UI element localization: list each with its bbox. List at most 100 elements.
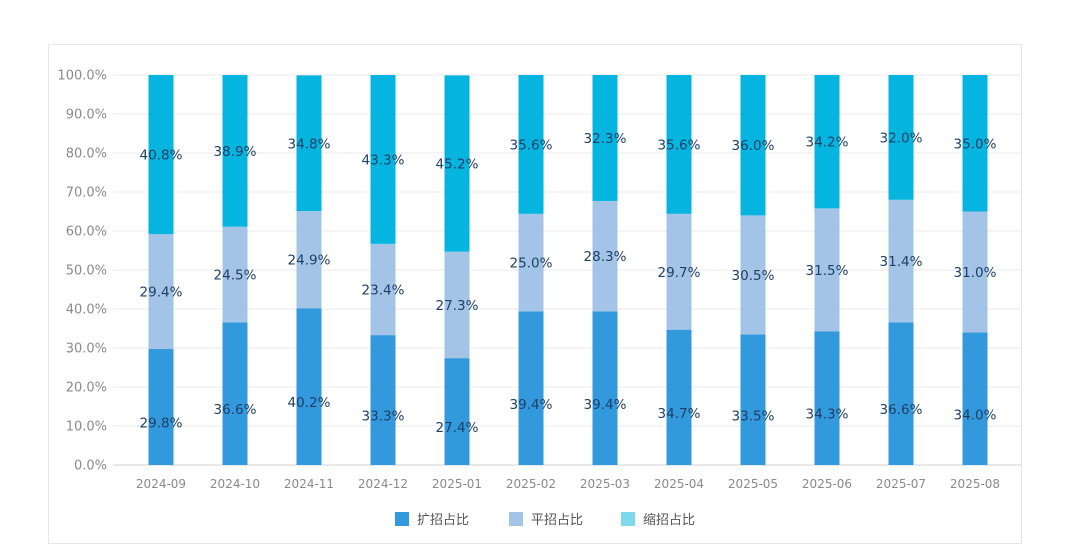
- data-label: 24.5%: [214, 267, 257, 283]
- x-tick-label: 2024-10: [210, 477, 260, 491]
- bar-segment: [962, 75, 988, 212]
- data-label: 32.0%: [880, 130, 923, 146]
- bar-segment: [666, 329, 692, 465]
- x-tick-label: 2024-11: [284, 477, 334, 491]
- data-label: 27.4%: [436, 420, 479, 436]
- y-tick-label: 60.0%: [66, 225, 107, 240]
- data-label: 31.5%: [806, 263, 849, 279]
- data-label: 29.7%: [658, 265, 701, 281]
- data-label: 34.0%: [954, 407, 997, 423]
- stacked-bar-chart: 0.0% 10.0% 20.0% 30.0% 40.0% 50.0% 60.0% 70.0% 8…: [57, 69, 1021, 528]
- bar-segment: [740, 334, 766, 465]
- data-label: 29.8%: [140, 415, 183, 431]
- data-label: 36.0%: [732, 138, 775, 154]
- bar-segment: [296, 75, 322, 212]
- bar-segment: [962, 332, 988, 465]
- data-label: 31.0%: [954, 265, 997, 281]
- bar-segment: [666, 213, 692, 330]
- data-label: 33.5%: [732, 408, 775, 424]
- bar-segment: [814, 75, 840, 209]
- y-tick-label: 30.0%: [66, 342, 107, 357]
- x-tick-label: 2025-02: [506, 477, 556, 491]
- y-tick-label: 10.0%: [66, 420, 107, 435]
- y-tick-label: 100.0%: [57, 69, 107, 84]
- data-label: 28.3%: [584, 249, 627, 265]
- data-label: 35.6%: [658, 137, 701, 153]
- bar-segment: [444, 358, 470, 465]
- y-tick-label: 90.0%: [66, 108, 107, 123]
- data-label: 23.4%: [362, 283, 405, 299]
- x-tick-label: 2025-07: [876, 477, 926, 491]
- y-tick-label: 20.0%: [66, 381, 107, 396]
- legend-swatch[interactable]: [395, 512, 409, 526]
- bar-segment: [148, 348, 174, 465]
- bar-segment: [370, 75, 396, 244]
- data-label: 36.6%: [880, 402, 923, 418]
- data-label: 32.3%: [584, 131, 627, 147]
- x-tick-label: 2025-04: [654, 477, 704, 491]
- data-label: 31.4%: [880, 254, 923, 270]
- data-label: 35.0%: [954, 136, 997, 152]
- bar-segment: [370, 335, 396, 465]
- data-label: 35.6%: [510, 137, 553, 153]
- data-label: 34.2%: [806, 135, 849, 151]
- data-label: 38.9%: [214, 144, 257, 160]
- x-tick-label: 2024-09: [136, 477, 186, 491]
- bar-segment: [888, 199, 914, 323]
- bar-segment: [222, 226, 248, 323]
- legend-label[interactable]: 缩招占比: [643, 512, 695, 528]
- y-tick-label: 50.0%: [66, 264, 107, 279]
- x-tick-label: 2025-06: [802, 477, 852, 491]
- legend-label[interactable]: 扩招占比: [417, 513, 469, 528]
- bar-segment: [814, 208, 840, 332]
- bar-segment: [222, 75, 248, 227]
- x-tick-label: 2025-01: [432, 477, 482, 491]
- bar-segment: [148, 75, 174, 235]
- data-label: 40.2%: [288, 395, 331, 411]
- data-label: 43.3%: [362, 152, 405, 168]
- data-label: 34.8%: [288, 136, 331, 152]
- data-label: 34.7%: [658, 406, 701, 422]
- bar-segment: [592, 200, 618, 312]
- data-label: 29.4%: [140, 284, 183, 300]
- data-label: 25.0%: [510, 256, 553, 272]
- data-label: 30.5%: [732, 268, 775, 284]
- bar-segment: [962, 211, 988, 333]
- bar-segment: [518, 213, 544, 312]
- x-tick-label: 2025-08: [950, 477, 1000, 491]
- bar-segment: [444, 75, 470, 252]
- y-tick-label: 40.0%: [66, 303, 107, 318]
- bar-segment: [296, 211, 322, 309]
- data-label: 33.3%: [362, 409, 405, 425]
- data-label: 39.4%: [584, 397, 627, 413]
- data-label: 45.2%: [436, 157, 479, 173]
- bar-segment: [888, 75, 914, 200]
- legend-label[interactable]: 平招占比: [531, 513, 583, 528]
- data-label: 24.9%: [288, 253, 331, 269]
- y-tick-label: 80.0%: [66, 147, 107, 162]
- bar-segment: [592, 75, 618, 201]
- bar-segment: [518, 311, 544, 465]
- x-tick-label: 2025-05: [728, 477, 778, 491]
- bar-segment: [740, 75, 766, 216]
- bar-segment: [148, 234, 174, 349]
- bar-segment: [296, 308, 322, 465]
- data-label: 39.4%: [510, 397, 553, 413]
- y-tick-label: 0.0%: [74, 459, 107, 474]
- y-tick-label: 70.0%: [66, 186, 107, 201]
- data-label: 36.6%: [214, 402, 257, 418]
- bar-segment: [740, 215, 766, 335]
- bar-segment: [370, 243, 396, 336]
- data-label: 34.3%: [806, 407, 849, 423]
- x-tick-label: 2024-12: [358, 477, 408, 491]
- chart-card: 0.0% 10.0% 20.0% 30.0% 40.0% 50.0% 60.0% 70.0% 8…: [48, 44, 1022, 544]
- bar-segment: [444, 251, 470, 359]
- legend-swatch[interactable]: [621, 512, 635, 526]
- bar-segment: [888, 322, 914, 465]
- bar-segment: [518, 75, 544, 214]
- bar-segment: [814, 331, 840, 465]
- bar-segment: [222, 322, 248, 465]
- x-tick-label: 2025-03: [580, 477, 630, 491]
- bar-segment: [592, 311, 618, 465]
- legend-swatch[interactable]: [509, 512, 523, 526]
